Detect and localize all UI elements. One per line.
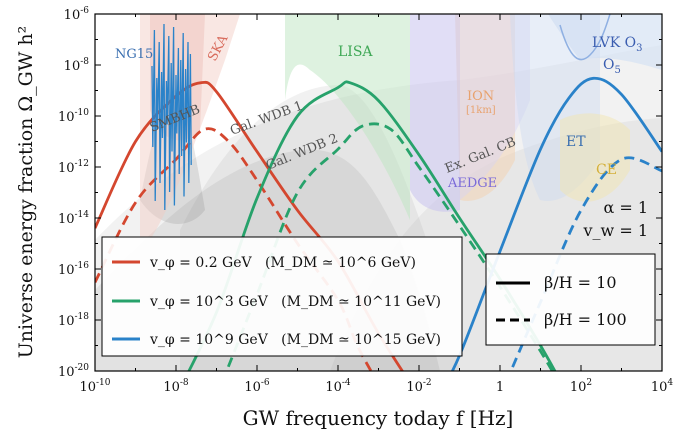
region-label-lvk-sub: 3 — [636, 43, 642, 54]
y-tick-label: 10-8 — [64, 57, 90, 74]
lisa-region — [285, 14, 410, 220]
param-vw: v_w = 1 — [583, 221, 649, 240]
region-label-ce: CE — [596, 162, 617, 178]
series-legend: v_φ = 0.2 GeV (M_DM ≃ 10^6 GeV) v_φ = 10… — [101, 236, 463, 357]
x-tick-label: 10-10 — [79, 378, 110, 395]
style-label-solid: β/H = 10 — [544, 273, 617, 292]
style-legend-box — [485, 253, 656, 346]
y-tick-label: 10-14 — [58, 210, 89, 227]
region-label-ion-size: [1km] — [466, 105, 496, 116]
legend-label-red: v_φ = 0.2 GeV (M_DM ≃ 10^6 GeV) — [149, 255, 416, 271]
x-tick-label: 102 — [570, 378, 592, 395]
style-legend: β/H = 10 β/H = 100 — [485, 253, 656, 346]
y-tick-label: 10-10 — [58, 108, 89, 125]
region-label-o5-sub: 5 — [614, 65, 620, 76]
series-line-4 — [450, 76, 662, 371]
param-alpha: α = 1 — [603, 198, 648, 217]
ticks-layer: 10-10 10-8 10-6 10-4 10-2 1 102 104 10-20 10-18 10… — [58, 6, 673, 395]
region-label-ion: ION — [467, 89, 494, 104]
region-label-aedge: AEDGE — [447, 176, 497, 191]
x-tick-label: 10-4 — [325, 378, 351, 395]
x-tick-label: 10-8 — [163, 378, 189, 395]
region-label-lvk-main: LVK O — [592, 35, 636, 51]
lvk-region — [548, 14, 662, 70]
ion-region — [455, 14, 515, 201]
region-label-o5-main: O — [603, 57, 614, 73]
x-tick-label: 1 — [496, 380, 504, 395]
series-line-5 — [509, 156, 662, 371]
y-axis-title: Universe energy fraction Ω_GW h² — [15, 26, 37, 359]
y-tick-label: 10-16 — [58, 261, 89, 278]
lvk-curve — [559, 14, 611, 61]
region-label-ng15: NG15 — [115, 47, 153, 62]
y-tick-label: 10-6 — [64, 6, 90, 23]
series-legend-box — [101, 236, 463, 357]
region-label-et: ET — [566, 134, 586, 150]
x-axis-title: GW frequency today f [Hz] — [243, 406, 514, 430]
region-label-o5: O5 — [603, 57, 621, 76]
y-tick-label: 10-18 — [58, 312, 89, 329]
legend-label-blue: v_φ = 10^9 GeV (M_DM ≃ 10^15 GeV) — [149, 332, 441, 348]
ce-region — [560, 113, 630, 202]
y-tick-label: 10-12 — [58, 159, 89, 176]
ng15-spike-path — [151, 23, 192, 211]
style-label-dashed: β/H = 100 — [544, 310, 627, 329]
smbhb-region — [140, 90, 205, 224]
region-label-lvk: LVK O3 — [592, 35, 643, 54]
y-tick-label: 10-20 — [58, 363, 89, 380]
legend-label-green: v_φ = 10^3 GeV (M_DM ≃ 10^11 GeV) — [149, 294, 441, 310]
region-label-lisa: LISA — [338, 44, 373, 60]
x-tick-label: 10-2 — [406, 378, 431, 395]
ng15-data-spikes — [151, 23, 192, 211]
aedge-ext-region — [460, 14, 530, 200]
x-tick-label: 10-6 — [244, 378, 270, 395]
x-tick-label: 104 — [651, 378, 674, 395]
